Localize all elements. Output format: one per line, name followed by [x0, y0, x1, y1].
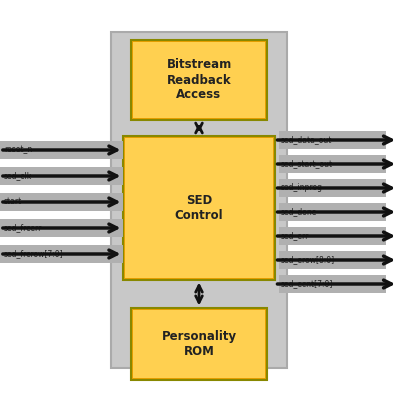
FancyBboxPatch shape: [0, 193, 123, 211]
FancyBboxPatch shape: [123, 136, 275, 280]
Text: sed_frcerr: sed_frcerr: [4, 224, 42, 232]
Text: reset_n: reset_n: [4, 146, 32, 154]
Text: sed_data_out: sed_data_out: [281, 136, 332, 144]
Text: sed_start_out: sed_start_out: [281, 160, 333, 168]
Text: SED
Control: SED Control: [175, 194, 223, 222]
FancyBboxPatch shape: [0, 141, 123, 159]
FancyBboxPatch shape: [111, 32, 287, 368]
FancyBboxPatch shape: [133, 42, 265, 118]
Text: sed_err: sed_err: [281, 232, 309, 240]
FancyBboxPatch shape: [279, 251, 386, 269]
FancyBboxPatch shape: [279, 131, 386, 149]
FancyBboxPatch shape: [125, 138, 273, 278]
FancyBboxPatch shape: [131, 40, 267, 120]
FancyBboxPatch shape: [0, 245, 123, 263]
FancyBboxPatch shape: [0, 167, 123, 185]
FancyBboxPatch shape: [279, 227, 386, 245]
Text: sed_erow[8:0]: sed_erow[8:0]: [281, 256, 335, 264]
Text: sed_done: sed_done: [281, 208, 317, 216]
FancyBboxPatch shape: [0, 219, 123, 237]
Text: sed_clk: sed_clk: [4, 172, 32, 180]
FancyBboxPatch shape: [279, 275, 386, 293]
Text: sed_ecnt[7:0]: sed_ecnt[7:0]: [281, 280, 333, 288]
Text: Bitstream
Readback
Access: Bitstream Readback Access: [166, 58, 232, 102]
FancyBboxPatch shape: [279, 203, 386, 221]
FancyBboxPatch shape: [279, 155, 386, 173]
Text: sed_frcrow[7:0]: sed_frcrow[7:0]: [4, 250, 64, 258]
FancyBboxPatch shape: [133, 310, 265, 378]
Text: start: start: [4, 198, 22, 206]
FancyBboxPatch shape: [279, 179, 386, 197]
Text: Personality
ROM: Personality ROM: [162, 330, 236, 358]
Text: sed_inprog: sed_inprog: [281, 184, 323, 192]
FancyBboxPatch shape: [131, 308, 267, 380]
